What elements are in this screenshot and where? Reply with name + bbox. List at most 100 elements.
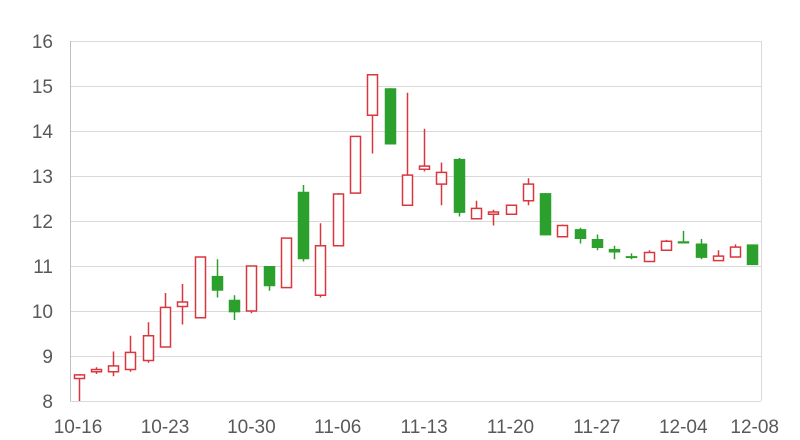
candle-body-down	[263, 266, 276, 287]
candle-12-05	[695, 239, 708, 260]
candle-10-18	[107, 351, 120, 377]
candle-body-up	[332, 193, 345, 247]
candle-11-22	[539, 193, 552, 236]
x-tick-label: 11-13	[401, 417, 448, 438]
x-tick-label: 12-08	[730, 417, 779, 438]
y-tick-label: 8	[42, 392, 53, 413]
x-tick-label: 11-20	[487, 417, 534, 438]
candle-10-31	[263, 266, 276, 291]
candle-12-06	[712, 250, 725, 262]
candle-11-15	[453, 158, 466, 217]
x-tick-label: 11-06	[314, 417, 361, 438]
candle-body-up	[349, 135, 362, 194]
candle-body-up	[643, 251, 656, 263]
candle-body-up	[245, 265, 258, 312]
candle-10-20	[142, 322, 155, 363]
candle-10-19	[124, 335, 137, 372]
candle-body-up	[107, 365, 120, 373]
candle-body-up	[418, 165, 431, 171]
x-tick-label: 10-23	[141, 417, 190, 438]
candle-11-02	[297, 185, 310, 262]
candle-11-06	[332, 193, 345, 247]
candle-body-up	[280, 237, 293, 289]
candle-body-down	[746, 244, 759, 266]
candle-11-10	[401, 92, 414, 207]
candle-body-up	[366, 74, 379, 116]
candle-12-07	[729, 244, 742, 258]
candle-body-up	[159, 306, 172, 348]
candle-11-24	[574, 227, 587, 244]
candle-body-up	[729, 246, 742, 258]
candle-11-08	[366, 74, 379, 154]
candle-11-07	[349, 135, 362, 194]
candle-11-14	[435, 162, 448, 206]
candle-body-up	[470, 207, 483, 220]
candle-body-up	[401, 174, 414, 207]
candle-body-down	[228, 299, 241, 313]
candle-12-04	[677, 230, 690, 244]
candle-body-down	[695, 243, 708, 258]
candle-10-16	[73, 374, 86, 401]
candle-body-up	[487, 211, 500, 215]
candle-body-down	[608, 248, 621, 253]
candle-body-up	[505, 204, 518, 215]
candle-11-16	[470, 200, 483, 220]
candle-body-up	[522, 183, 535, 202]
candle-11-21	[522, 178, 535, 206]
candle-body-down	[677, 241, 690, 244]
candle-11-20	[505, 204, 518, 215]
x-tick-label: 10-16	[54, 417, 103, 438]
candle-body-up	[124, 351, 137, 371]
candle-body-up	[435, 171, 448, 185]
candle-10-24	[176, 284, 189, 325]
x-tick-label: 11-27	[573, 417, 620, 438]
candle-body-up	[712, 255, 725, 262]
candle-10-17	[90, 367, 103, 374]
candle-11-01	[280, 237, 293, 289]
candles	[73, 74, 759, 401]
candle-11-30	[643, 250, 656, 263]
candle-11-17	[487, 209, 500, 226]
candle-11-27	[591, 234, 604, 251]
candle-10-26	[211, 259, 224, 298]
candle-body-up	[73, 374, 86, 380]
y-tick-label: 11	[33, 257, 53, 278]
candle-body-down	[384, 88, 397, 145]
candle-body-down	[625, 256, 638, 259]
candle-body-down	[539, 193, 552, 236]
y-tick-label: 9	[42, 347, 53, 368]
candle-11-03	[314, 223, 327, 298]
candle-11-13	[418, 128, 431, 172]
candle-12-08	[746, 244, 759, 266]
candle-body-up	[194, 256, 207, 319]
candle-11-29	[625, 253, 638, 260]
candle-11-23	[556, 224, 569, 238]
candle-10-23	[159, 293, 172, 348]
y-tick-label: 10	[32, 302, 53, 323]
y-tick-label: 16	[32, 32, 53, 53]
candle-body-up	[142, 335, 155, 362]
axes	[70, 41, 762, 401]
candle-body-up	[660, 240, 673, 251]
grid-lines	[70, 41, 761, 402]
y-tick-labels: 8 9 10 11 12 13 14 15 16	[32, 32, 54, 413]
candle-10-27	[228, 295, 241, 320]
candle-body-down	[591, 239, 604, 248]
x-tick-label: 12-04	[659, 417, 708, 438]
candle-10-25	[194, 256, 207, 319]
y-tick-label: 15	[32, 77, 53, 98]
candle-12-01	[660, 239, 673, 251]
candle-10-30	[245, 265, 258, 314]
y-tick-label: 12	[32, 212, 53, 233]
y-tick-label: 13	[32, 167, 53, 188]
x-tick-labels: 10-16 10-23 10-30 11-06 11-13 11-20 11-27 12-04…	[54, 417, 779, 438]
candle-body-up	[314, 245, 327, 296]
candle-body-down	[453, 158, 466, 213]
candle-body-down	[574, 229, 587, 239]
candle-body-up	[176, 301, 189, 308]
x-tick-label: 10-30	[227, 417, 276, 438]
candle-body-down	[211, 275, 224, 291]
candle-body-up	[556, 224, 569, 238]
